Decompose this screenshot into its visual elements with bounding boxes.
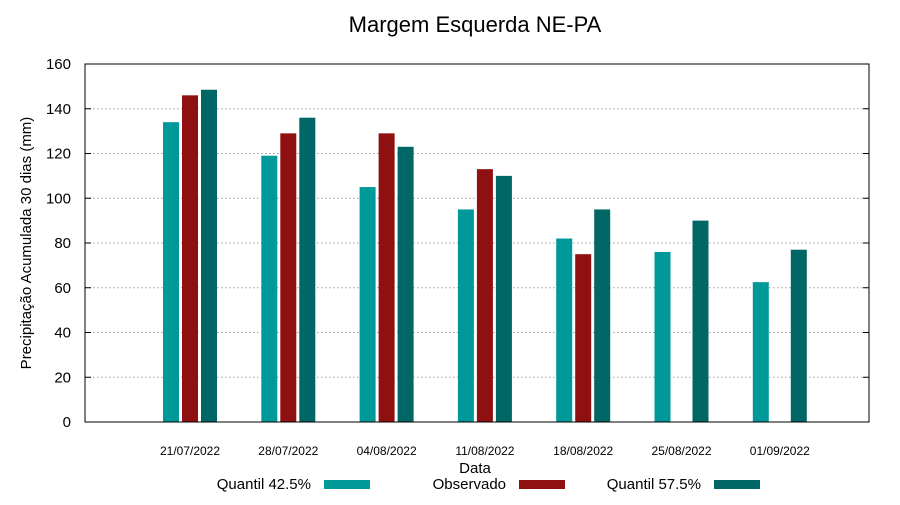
y-axis-label: Precipitação Acumulada 30 dias (mm) [18, 117, 35, 370]
bar-0-2 [201, 89, 217, 422]
bar-4-2 [594, 209, 611, 422]
bar-1-0 [261, 155, 278, 423]
bar-1-2 [299, 117, 316, 422]
bar-6-2 [790, 249, 807, 422]
bar-2-2 [397, 146, 414, 422]
bar-6-0 [752, 282, 769, 422]
y-tick-label: 60 [54, 280, 71, 297]
x-tick-label: 01/09/2022 [750, 444, 810, 458]
bar-4-0 [556, 238, 573, 422]
legend-label: Quantil 42.5% [217, 476, 311, 493]
x-axis-label: Data [459, 460, 491, 477]
y-tick-label: 80 [54, 235, 71, 252]
bar-3-0 [457, 209, 474, 422]
x-tick-label: 11/08/2022 [455, 444, 514, 458]
x-tick-label: 28/07/2022 [258, 444, 318, 458]
y-tick-label: 40 [54, 325, 71, 342]
y-tick-label: 160 [46, 56, 71, 73]
x-axis-ticks: 21/07/2022 28/07/2022 04/08/2022 11/08/2022… [160, 444, 810, 458]
bar-0-1 [182, 95, 198, 422]
x-tick-label: 21/07/2022 [160, 444, 220, 458]
y-tick-label: 140 [46, 101, 71, 118]
bar-0-0 [163, 122, 179, 423]
x-tick-label: 25/08/2022 [651, 444, 711, 458]
legend-label: Observado [433, 476, 506, 493]
y-tick-label: 100 [46, 190, 71, 207]
y-tick-label: 0 [63, 414, 71, 431]
bar-2-0 [359, 187, 376, 422]
bar-1-1 [280, 133, 297, 423]
bar-3-2 [495, 175, 512, 422]
y-tick-label: 120 [46, 146, 71, 163]
x-tick-label: 04/08/2022 [357, 444, 417, 458]
legend-swatch [324, 480, 370, 489]
bar-5-2 [692, 220, 709, 422]
bars [163, 89, 807, 423]
legend-label: Quantil 57.5% [607, 476, 701, 493]
bar-5-0 [654, 251, 671, 422]
chart-title: Margem Esquerda NE-PA [349, 12, 602, 37]
bar-4-1 [575, 254, 592, 422]
x-tick-label: 18/08/2022 [553, 444, 613, 458]
bar-2-1 [378, 133, 395, 423]
bar-3-1 [476, 169, 493, 422]
legend-swatch [714, 480, 760, 489]
y-tick-label: 20 [54, 369, 71, 386]
legend: Quantil 42.5% Observado Quantil 57.5% [217, 476, 760, 493]
y-axis-ticks: 0 20 40 60 80 100 120 140 160 [46, 56, 869, 431]
legend-swatch [519, 480, 565, 489]
